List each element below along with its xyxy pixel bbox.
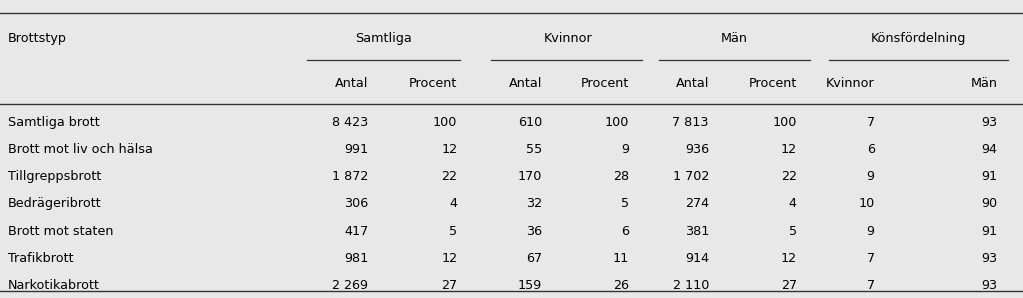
Text: 93: 93 — [981, 116, 997, 129]
Text: 8 423: 8 423 — [332, 116, 368, 129]
Text: 6: 6 — [621, 225, 629, 238]
Text: 381: 381 — [684, 225, 709, 238]
Text: 170: 170 — [518, 170, 542, 183]
Text: 12: 12 — [781, 252, 797, 265]
Text: Samtliga: Samtliga — [355, 32, 412, 45]
Text: 7: 7 — [866, 279, 875, 292]
Text: 5: 5 — [621, 198, 629, 210]
Text: 610: 610 — [518, 116, 542, 129]
Text: 2 269: 2 269 — [332, 279, 368, 292]
Text: Procent: Procent — [409, 77, 457, 90]
Text: 417: 417 — [344, 225, 368, 238]
Text: 100: 100 — [772, 116, 797, 129]
Text: 10: 10 — [858, 198, 875, 210]
Text: 9: 9 — [621, 143, 629, 156]
Text: 22: 22 — [441, 170, 457, 183]
Text: Kvinnor: Kvinnor — [543, 32, 592, 45]
Text: 7 813: 7 813 — [672, 116, 709, 129]
Text: Brott mot liv och hälsa: Brott mot liv och hälsa — [8, 143, 153, 156]
Text: 100: 100 — [605, 116, 629, 129]
Text: Samtliga brott: Samtliga brott — [8, 116, 100, 129]
Text: 26: 26 — [613, 279, 629, 292]
Text: 91: 91 — [981, 170, 997, 183]
Text: 90: 90 — [981, 198, 997, 210]
Text: Brott mot staten: Brott mot staten — [8, 225, 114, 238]
Text: 4: 4 — [449, 198, 457, 210]
Text: Narkotikabrott: Narkotikabrott — [8, 279, 100, 292]
Text: Brottstyp: Brottstyp — [8, 32, 68, 45]
Text: 5: 5 — [789, 225, 797, 238]
Text: 991: 991 — [344, 143, 368, 156]
Text: 12: 12 — [781, 143, 797, 156]
Text: 1 872: 1 872 — [331, 170, 368, 183]
Text: 981: 981 — [344, 252, 368, 265]
Text: Kvinnor: Kvinnor — [826, 77, 875, 90]
Text: 22: 22 — [781, 170, 797, 183]
Text: 27: 27 — [781, 279, 797, 292]
Text: 28: 28 — [613, 170, 629, 183]
Text: 27: 27 — [441, 279, 457, 292]
Text: 4: 4 — [789, 198, 797, 210]
Text: 9: 9 — [866, 170, 875, 183]
Text: 100: 100 — [433, 116, 457, 129]
Text: 6: 6 — [866, 143, 875, 156]
Text: Män: Män — [721, 32, 748, 45]
Text: 7: 7 — [866, 116, 875, 129]
Text: Bedrägeribrott: Bedrägeribrott — [8, 198, 102, 210]
Text: 12: 12 — [441, 252, 457, 265]
Text: Män: Män — [971, 77, 997, 90]
Text: 93: 93 — [981, 279, 997, 292]
Text: 274: 274 — [684, 198, 709, 210]
Text: Trafikbrott: Trafikbrott — [8, 252, 74, 265]
Text: 5: 5 — [449, 225, 457, 238]
Text: 32: 32 — [526, 198, 542, 210]
Text: 9: 9 — [866, 225, 875, 238]
Text: 91: 91 — [981, 225, 997, 238]
Text: 36: 36 — [526, 225, 542, 238]
Text: 914: 914 — [684, 252, 709, 265]
Text: Antal: Antal — [335, 77, 368, 90]
Text: 1 702: 1 702 — [672, 170, 709, 183]
Text: 7: 7 — [866, 252, 875, 265]
Text: Antal: Antal — [508, 77, 542, 90]
Text: Könsfördelning: Könsfördelning — [871, 32, 967, 45]
Text: 55: 55 — [526, 143, 542, 156]
Text: Antal: Antal — [675, 77, 709, 90]
Text: 2 110: 2 110 — [672, 279, 709, 292]
Text: 12: 12 — [441, 143, 457, 156]
Text: 94: 94 — [981, 143, 997, 156]
Text: 93: 93 — [981, 252, 997, 265]
Text: 67: 67 — [526, 252, 542, 265]
Text: 936: 936 — [684, 143, 709, 156]
Text: Procent: Procent — [749, 77, 797, 90]
Text: 306: 306 — [344, 198, 368, 210]
Text: Tillgreppsbrott: Tillgreppsbrott — [8, 170, 101, 183]
Text: 11: 11 — [613, 252, 629, 265]
Text: Procent: Procent — [581, 77, 629, 90]
Text: 159: 159 — [518, 279, 542, 292]
